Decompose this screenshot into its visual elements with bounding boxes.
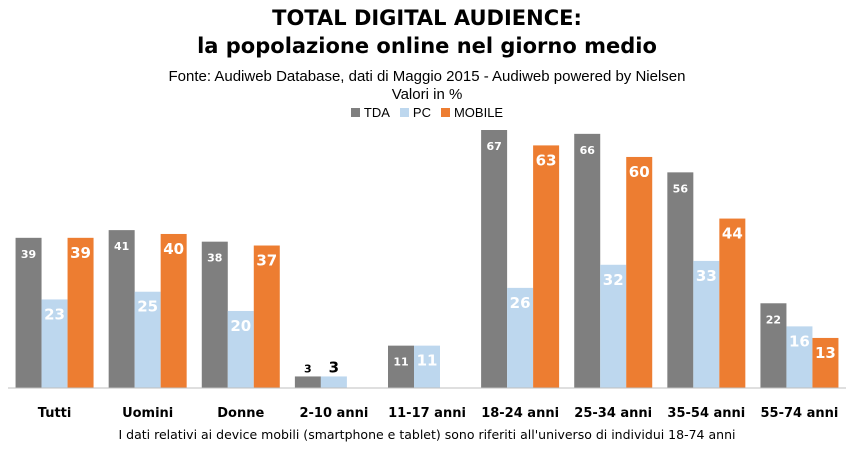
- chart-units: Valori in %: [391, 86, 463, 103]
- bar-pc-0: [41, 299, 68, 388]
- data-label-tda-6: 66: [580, 144, 596, 157]
- category-label-3: 2-10 anni: [299, 406, 368, 421]
- bar-tda-1: [108, 230, 135, 388]
- bar-mobile-1: [160, 233, 187, 388]
- data-label-pc-0: 23: [44, 305, 65, 323]
- category-label-1: Uomini: [122, 406, 173, 421]
- bar-pc-6: [600, 264, 627, 388]
- data-label-pc-2: 20: [230, 317, 251, 335]
- category-label-2: Donne: [217, 406, 264, 421]
- bar-tda-2: [201, 241, 228, 388]
- bar-mobile-5: [533, 145, 560, 388]
- chart-subtitle: la popolazione online nel giorno medio: [197, 34, 657, 58]
- bar-pc-1: [134, 291, 161, 388]
- category-label-5: 18-24 anni: [481, 406, 559, 421]
- data-label-tda-0: 39: [21, 248, 36, 261]
- data-label-pc-1: 25: [137, 298, 158, 316]
- data-label-mobile-1: 40: [163, 240, 184, 258]
- bar-mobile-6: [626, 156, 653, 388]
- category-label-4: 11-17 anni: [388, 406, 466, 421]
- legend-label-mobile: MOBILE: [453, 105, 504, 120]
- category-label-6: 25-34 anni: [574, 406, 652, 421]
- bar-pc-7: [693, 260, 720, 388]
- bar-tda-7: [667, 172, 694, 388]
- bar-mobile-0: [67, 237, 94, 388]
- legend-item-tda: TDA: [350, 105, 390, 120]
- category-label-8: 55-74 anni: [761, 406, 839, 421]
- data-label-mobile-7: 44: [722, 225, 743, 243]
- legend-label-tda: TDA: [363, 105, 390, 120]
- bar-tda-6: [574, 133, 601, 388]
- legend-swatch-mobile: [440, 108, 450, 117]
- chart-footnote: I dati relativi ai device mobili (smartp…: [118, 427, 736, 442]
- bar-tda-4: [388, 345, 414, 388]
- data-label-pc-3: 3: [329, 358, 339, 376]
- data-label-pc-6: 32: [603, 271, 624, 289]
- chart-source: Fonte: Audiweb Database, dati di Maggio …: [168, 68, 686, 85]
- data-label-mobile-8: 13: [815, 344, 836, 362]
- data-label-tda-7: 56: [673, 182, 689, 195]
- category-label-7: 35-54 anni: [667, 406, 745, 421]
- bar-tda-0: [15, 237, 42, 388]
- legend: TDA PC MOBILE: [0, 105, 854, 120]
- data-label-pc-5: 26: [510, 294, 531, 312]
- legend-swatch-pc: [399, 108, 409, 117]
- data-label-tda-4: 11: [393, 356, 408, 369]
- bar-pc-8: [786, 326, 813, 388]
- data-label-tda-2: 38: [207, 252, 222, 265]
- category-label-0: Tutti: [38, 406, 72, 421]
- bar-pc-5: [507, 287, 534, 388]
- data-label-pc-7: 33: [696, 267, 717, 285]
- data-label-pc-8: 16: [789, 332, 810, 350]
- bar-tda-3: [294, 376, 321, 388]
- data-label-tda-8: 22: [766, 313, 781, 326]
- data-label-tda-3: 3: [304, 362, 312, 375]
- data-label-mobile-0: 39: [70, 244, 91, 262]
- chart-title: TOTAL DIGITAL AUDIENCE:: [272, 6, 582, 30]
- bar-pc-3: [320, 376, 347, 388]
- bar-pc-2: [227, 310, 254, 388]
- data-label-mobile-2: 37: [256, 252, 277, 270]
- data-label-mobile-6: 60: [629, 163, 650, 181]
- legend-label-pc: PC: [412, 105, 431, 120]
- bar-tda-5: [481, 130, 508, 388]
- legend-swatch-tda: [350, 108, 360, 117]
- bar-mobile-2: [253, 245, 280, 388]
- data-label-tda-5: 67: [486, 140, 501, 153]
- data-label-pc-4: 11: [417, 352, 438, 370]
- bar-pc-4: [414, 345, 440, 388]
- data-label-tda-1: 41: [114, 240, 129, 253]
- bar-tda-8: [760, 303, 787, 388]
- bar-mobile-8: [812, 337, 839, 388]
- legend-item-mobile: MOBILE: [440, 105, 504, 120]
- data-label-mobile-5: 63: [536, 151, 557, 169]
- legend-item-pc: PC: [399, 105, 431, 120]
- bar-mobile-7: [719, 218, 746, 388]
